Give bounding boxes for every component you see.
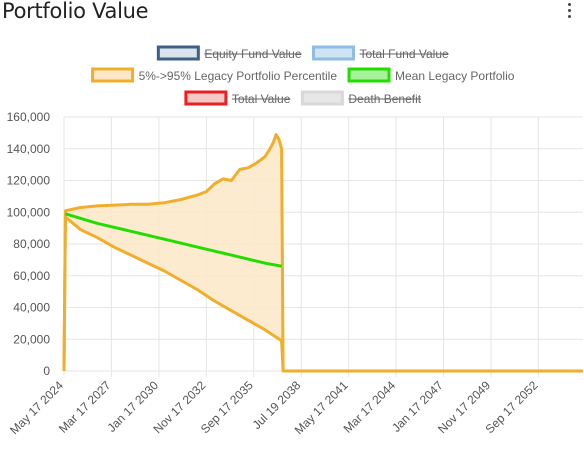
chart-legend: Equity Fund Value Total Fund Value 5%->95%… <box>91 45 515 106</box>
legend-item[interactable]: Mean Legacy Portfolio <box>347 67 515 83</box>
y-tick-label: 140,000 <box>7 142 51 156</box>
vertical-dots-icon[interactable] <box>567 2 573 20</box>
y-tick-label: 60,000 <box>13 269 50 283</box>
y-tick-label: 100,000 <box>7 205 51 219</box>
legend-item[interactable]: Total Fund Value <box>312 45 449 61</box>
legend-swatch <box>184 90 228 106</box>
chart-title: Portfolio Value <box>2 0 149 23</box>
legend-swatch <box>156 45 200 61</box>
percentile-band <box>64 134 284 371</box>
legend-item[interactable]: Total Value <box>184 90 291 106</box>
legend-swatch <box>91 67 135 83</box>
y-tick-label: 120,000 <box>7 174 51 188</box>
percentile-95-line <box>62 133 285 372</box>
legend-label: Mean Legacy Portfolio <box>395 69 515 83</box>
percentile-5-line <box>62 215 583 373</box>
chart-lines <box>62 133 583 373</box>
x-tick-label: Mar 17 2044 <box>341 378 399 436</box>
legend-item[interactable]: Death Benefit <box>300 90 422 106</box>
y-tick-label: 40,000 <box>13 301 50 315</box>
legend-item[interactable]: 5%->95% Legacy Portfolio Percentile <box>91 67 338 83</box>
y-tick-label: 80,000 <box>13 237 50 251</box>
y-tick-label: 20,000 <box>13 332 50 346</box>
legend-swatch <box>312 45 356 61</box>
chart-areas <box>64 134 284 371</box>
legend-swatch <box>300 90 344 106</box>
y-tick-label: 160,000 <box>7 110 51 124</box>
y-tick-label: 0 <box>43 364 50 378</box>
mean-legacy-line <box>64 212 282 268</box>
legend-label: 5%->95% Legacy Portfolio Percentile <box>139 69 338 83</box>
legend-item[interactable]: Equity Fund Value <box>156 45 302 61</box>
legend-swatch <box>347 67 391 83</box>
